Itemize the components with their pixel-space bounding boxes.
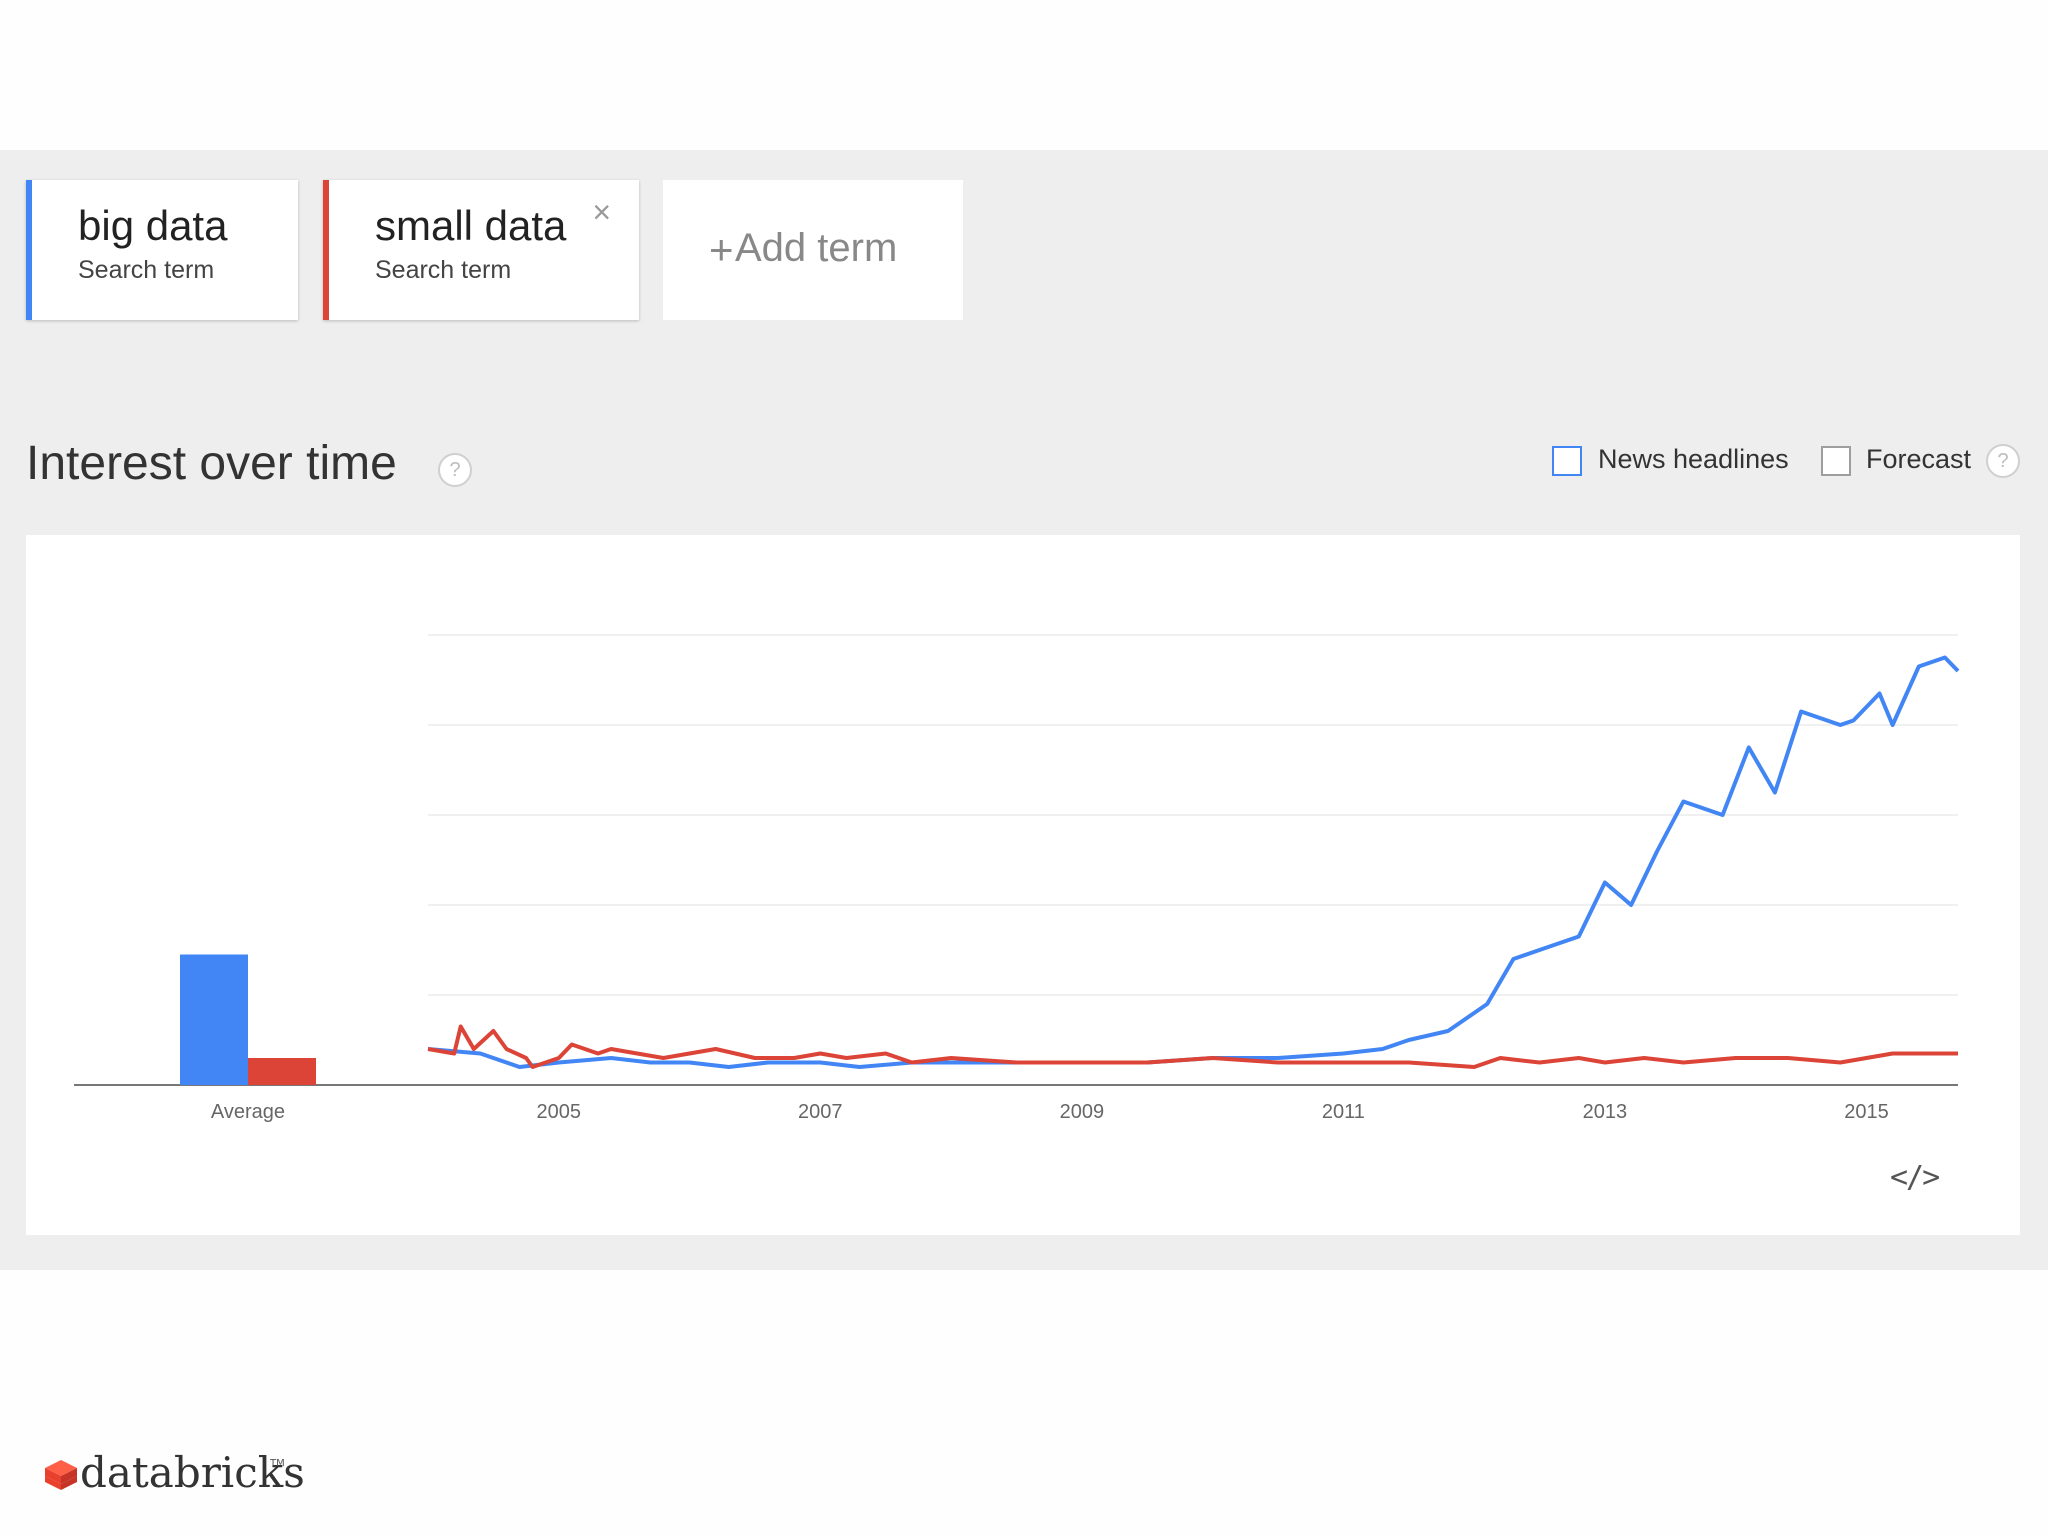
x-tick-label: 2013 [1583, 1101, 1628, 1123]
search-term-subtitle: Search term [375, 256, 512, 284]
search-term-name: big data [78, 202, 228, 249]
series-line-big-data [427, 655, 1960, 1069]
x-tick-label: 2009 [1060, 1101, 1105, 1123]
databricks-logo-icon [45, 1460, 77, 1490]
brand-trademark: TM [270, 1458, 285, 1469]
add-term-button[interactable]: + Add term [663, 180, 963, 320]
plus-icon: + [709, 226, 734, 273]
search-term-card-big-data[interactable]: big data Search term [26, 180, 298, 320]
help-icon[interactable]: ? [438, 453, 472, 487]
search-term-name: small data [375, 202, 567, 249]
average-label: Average [211, 1101, 285, 1123]
x-tick-label: 2005 [537, 1101, 582, 1123]
interest-over-time-chart: Average 2005 2007 2009 2011 2013 2015 [74, 634, 1960, 1123]
x-tick-label: 2007 [798, 1101, 843, 1123]
search-term-card-small-data[interactable]: small data Search term × [323, 180, 639, 320]
x-tick-label: 2015 [1844, 1101, 1889, 1123]
average-bar-big-data [180, 954, 248, 1085]
chart-panel: Average 2005 2007 2009 2011 2013 2015 [26, 535, 2020, 1235]
add-term-label: Add term [735, 226, 898, 270]
close-icon[interactable]: × [592, 194, 611, 230]
forecast-checkbox[interactable] [1821, 446, 1851, 476]
forecast-label[interactable]: Forecast [1866, 444, 1972, 474]
help-icon[interactable]: ? [1986, 444, 2020, 478]
average-bar-small-data [248, 1058, 316, 1085]
brand-name: databricks [80, 1448, 305, 1497]
section-title: Interest over time [26, 437, 397, 490]
news-headlines-checkbox[interactable] [1552, 446, 1582, 476]
x-tick-label: 2011 [1322, 1101, 1365, 1123]
series-line-small-data [427, 1024, 1958, 1069]
search-term-subtitle: Search term [78, 256, 215, 284]
news-headlines-label[interactable]: News headlines [1598, 444, 1789, 474]
embed-code-icon[interactable]: </> [1890, 1160, 1940, 1195]
